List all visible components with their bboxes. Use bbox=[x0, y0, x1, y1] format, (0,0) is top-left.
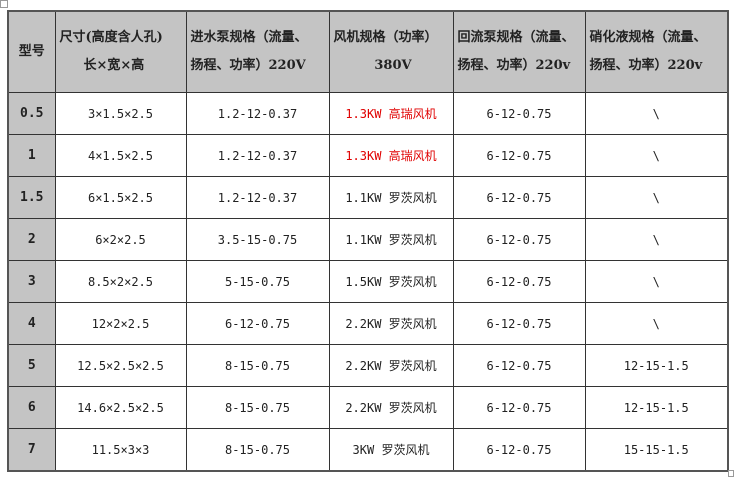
cell-inlet: 3.5-15-0.75 bbox=[185, 218, 330, 261]
cell-reflux: 6-12-0.75 bbox=[452, 92, 586, 135]
cell-fan: 1.3KW 高瑞风机 bbox=[328, 92, 454, 135]
cell-fan: 1.1KW 罗茨风机 bbox=[328, 176, 454, 219]
cell-size: 14.6×2.5×2.5 bbox=[54, 386, 187, 429]
header-line: 尺寸(高度含人孔) bbox=[59, 30, 163, 45]
cell-reflux: 6-12-0.75 bbox=[452, 134, 586, 177]
header-reflux-pump: 回流泵规格（流量、 扬程、功率）220v bbox=[452, 10, 586, 93]
cell-inlet: 1.2-12-0.37 bbox=[185, 134, 330, 177]
cell-nitro: \ bbox=[584, 134, 729, 177]
cell-inlet: 1.2-12-0.37 bbox=[185, 176, 330, 219]
header-inlet-pump: 进水泵规格（流量、 扬程、功率）220V bbox=[185, 10, 330, 93]
header-line: 扬程、功率）220V bbox=[190, 58, 306, 73]
table-row: 3 8.5×2×2.5 5-15-0.75 1.5KW 罗茨风机 6-12-0.75 \ bbox=[7, 260, 729, 303]
cell-inlet: 6-12-0.75 bbox=[185, 302, 330, 345]
cell-nitro: \ bbox=[584, 176, 729, 219]
cell-reflux: 6-12-0.75 bbox=[452, 302, 586, 345]
cell-nitro: \ bbox=[584, 302, 729, 345]
header-line: 扬程、功率）220v bbox=[457, 58, 571, 73]
cell-size: 12.5×2.5×2.5 bbox=[54, 344, 187, 387]
cell-size: 8.5×2×2.5 bbox=[54, 260, 187, 303]
cell-model: 1.5 bbox=[7, 176, 56, 219]
cell-fan: 2.2KW 罗茨风机 bbox=[328, 386, 454, 429]
header-nitrification-pump: 硝化液规格（流量、 扬程、功率）220v bbox=[584, 10, 729, 93]
cell-model: 7 bbox=[7, 428, 56, 472]
header-line: 380V bbox=[374, 58, 412, 73]
cell-reflux: 6-12-0.75 bbox=[452, 260, 586, 303]
cell-model: 0.5 bbox=[7, 92, 56, 135]
cell-fan: 2.2KW 罗茨风机 bbox=[328, 344, 454, 387]
cell-model: 6 bbox=[7, 386, 56, 429]
cell-reflux: 6-12-0.75 bbox=[452, 344, 586, 387]
header-row: 型号 尺寸(高度含人孔) 长×宽×高 进水泵规格（流量、 扬程、功率）220V 风机… bbox=[7, 10, 729, 93]
table-row: 4 12×2×2.5 6-12-0.75 2.2KW 罗茨风机 6-12-0.75 \ bbox=[7, 302, 729, 345]
cell-model: 2 bbox=[7, 218, 56, 261]
cell-size: 4×1.5×2.5 bbox=[54, 134, 187, 177]
cell-reflux: 6-12-0.75 bbox=[452, 218, 586, 261]
header-line: 进水泵规格（流量、 bbox=[190, 30, 308, 45]
cell-size: 11.5×3×3 bbox=[54, 428, 187, 472]
table-row: 6 14.6×2.5×2.5 8-15-0.75 2.2KW 罗茨风机 6-12-0.7… bbox=[7, 386, 729, 429]
header-fan: 风机规格（功率） 380V bbox=[328, 10, 454, 93]
cell-nitro: 15-15-1.5 bbox=[584, 428, 729, 472]
header-line: 硝化液规格（流量、 bbox=[589, 30, 707, 45]
cell-fan: 1.3KW 高瑞风机 bbox=[328, 134, 454, 177]
table-row: 1.5 6×1.5×2.5 1.2-12-0.37 1.1KW 罗茨风机 6-12-0.… bbox=[7, 176, 729, 219]
spec-table: 型号 尺寸(高度含人孔) 长×宽×高 进水泵规格（流量、 扬程、功率）220V 风机… bbox=[7, 10, 729, 472]
table-row: 1 4×1.5×2.5 1.2-12-0.37 1.3KW 高瑞风机 6-12-0.75… bbox=[7, 134, 729, 177]
cell-fan: 1.5KW 罗茨风机 bbox=[328, 260, 454, 303]
cell-nitro: \ bbox=[584, 92, 729, 135]
cell-fan: 2.2KW 罗茨风机 bbox=[328, 302, 454, 345]
header-size: 尺寸(高度含人孔) 长×宽×高 bbox=[54, 10, 187, 93]
cell-fan: 3KW 罗茨风机 bbox=[328, 428, 454, 472]
table-row: 5 12.5×2.5×2.5 8-15-0.75 2.2KW 罗茨风机 6-12-0.7… bbox=[7, 344, 729, 387]
header-line: 回流泵规格（流量、 bbox=[457, 30, 575, 45]
cell-nitro: \ bbox=[584, 260, 729, 303]
cell-model: 5 bbox=[7, 344, 56, 387]
cell-model: 3 bbox=[7, 260, 56, 303]
cell-inlet: 8-15-0.75 bbox=[185, 344, 330, 387]
cell-nitro: \ bbox=[584, 218, 729, 261]
table-move-handle[interactable] bbox=[0, 0, 8, 8]
cell-model: 1 bbox=[7, 134, 56, 177]
header-line: 长×宽×高 bbox=[83, 58, 145, 73]
header-model: 型号 bbox=[7, 10, 56, 93]
table-row: 7 11.5×3×3 8-15-0.75 3KW 罗茨风机 6-12-0.75 15-15… bbox=[7, 428, 729, 472]
header-line: 扬程、功率）220v bbox=[589, 58, 703, 73]
header-line: 风机规格（功率） bbox=[333, 30, 438, 45]
cell-size: 6×2×2.5 bbox=[54, 218, 187, 261]
cell-inlet: 8-15-0.75 bbox=[185, 386, 330, 429]
table-resize-handle[interactable] bbox=[728, 470, 734, 477]
cell-fan: 1.1KW 罗茨风机 bbox=[328, 218, 454, 261]
cell-nitro: 12-15-1.5 bbox=[584, 386, 729, 429]
cell-model: 4 bbox=[7, 302, 56, 345]
cell-inlet: 5-15-0.75 bbox=[185, 260, 330, 303]
cell-inlet: 8-15-0.75 bbox=[185, 428, 330, 472]
cell-inlet: 1.2-12-0.37 bbox=[185, 92, 330, 135]
table-row: 2 6×2×2.5 3.5-15-0.75 1.1KW 罗茨风机 6-12-0.75 \ bbox=[7, 218, 729, 261]
cell-size: 6×1.5×2.5 bbox=[54, 176, 187, 219]
cell-size: 3×1.5×2.5 bbox=[54, 92, 187, 135]
table-row: 0.5 3×1.5×2.5 1.2-12-0.37 1.3KW 高瑞风机 6-12-0.… bbox=[7, 92, 729, 135]
cell-reflux: 6-12-0.75 bbox=[452, 176, 586, 219]
cell-size: 12×2×2.5 bbox=[54, 302, 187, 345]
cell-reflux: 6-12-0.75 bbox=[452, 428, 586, 472]
cell-reflux: 6-12-0.75 bbox=[452, 386, 586, 429]
cell-nitro: 12-15-1.5 bbox=[584, 344, 729, 387]
